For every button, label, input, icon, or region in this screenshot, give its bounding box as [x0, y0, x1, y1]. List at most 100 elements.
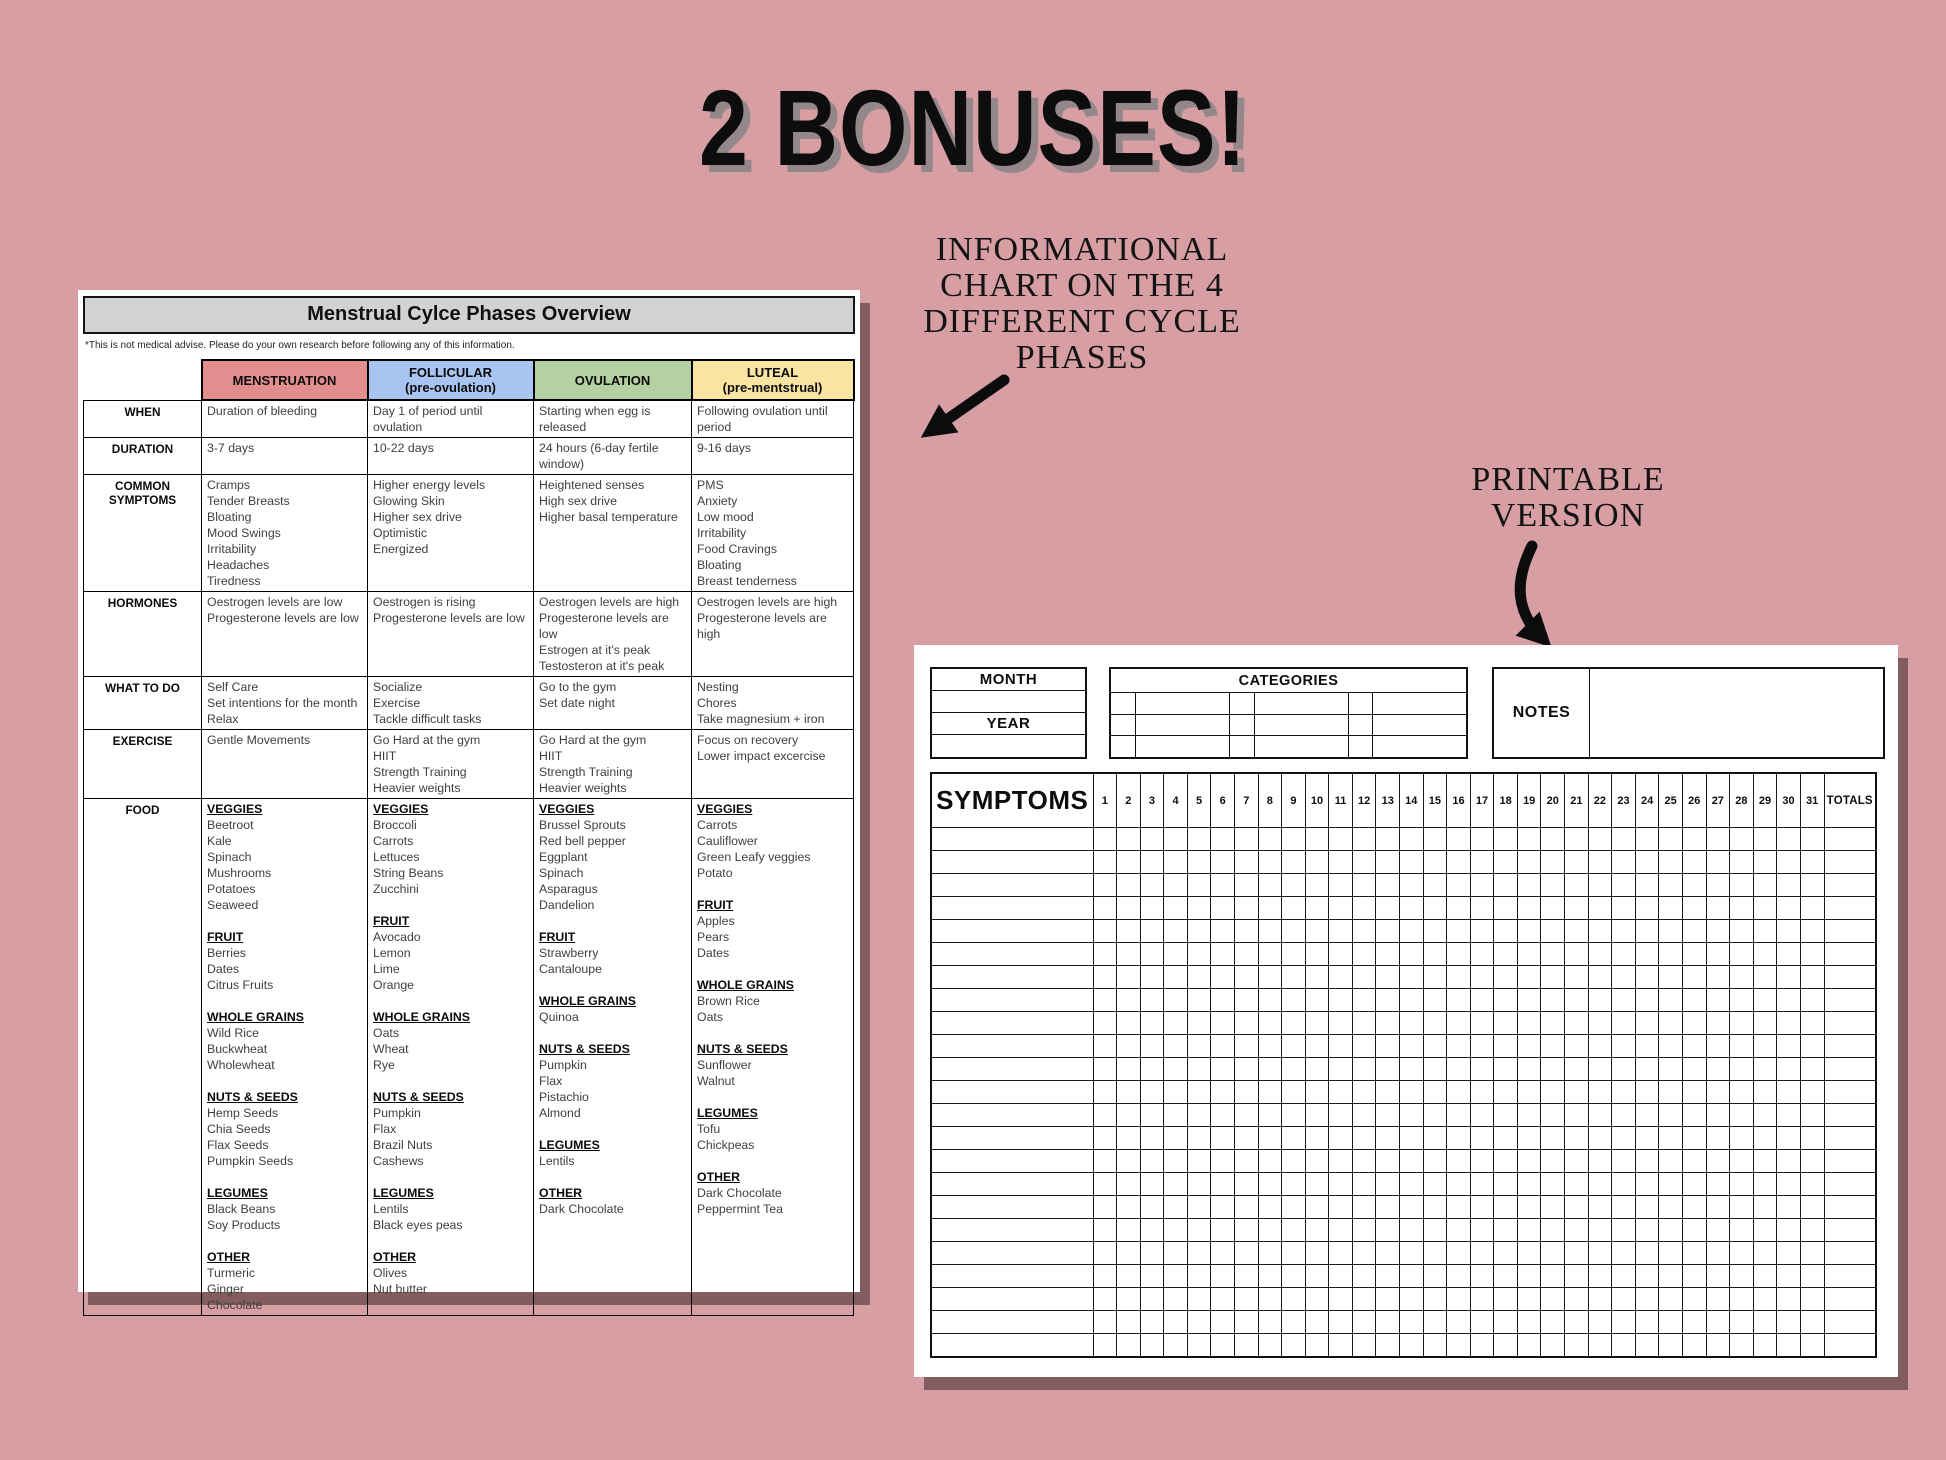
row-label-cell: COMMON SYMPTOMS [83, 474, 202, 592]
symptom-day-cell [1116, 1264, 1141, 1288]
symptom-day-cell [1092, 988, 1118, 1012]
symptom-day-cell [1186, 1218, 1212, 1242]
cell-line: Starting when egg is released [539, 404, 651, 434]
symptom-day-cell [1799, 942, 1825, 966]
line-gap [207, 913, 362, 929]
symptom-day-cell [1375, 1103, 1401, 1127]
symptom-day-cell [1658, 988, 1683, 1012]
symptom-day-cell [1729, 896, 1754, 920]
symptom-day-cell [1139, 1080, 1165, 1104]
symptom-day-cell [1799, 1264, 1825, 1288]
phase-cell: VEGGIES Carrots Cauliflower Green Leafy veg… [691, 798, 854, 1316]
symptom-day-cell [1281, 1011, 1306, 1035]
symptom-name-cell [930, 1310, 1094, 1334]
symptom-table-body: SYMPTOMS 1 2 3 4 5 6 7 8 9 10 11 12 13 14 15 16 17 18 19 20 2… [930, 772, 1877, 1358]
symptom-day-cell [1587, 1195, 1613, 1219]
symptom-row [930, 1310, 1877, 1334]
cell-line: Focus on recovery [697, 733, 799, 747]
symptom-day-cell [1587, 1310, 1613, 1334]
categories-box: CATEGORIES [1109, 667, 1468, 759]
symptom-day-cell [1422, 988, 1448, 1012]
symptom-day-cell [1658, 1011, 1683, 1035]
cell-line: Dark Chocolate [697, 1186, 782, 1200]
symptom-day-cell [1469, 1103, 1495, 1127]
symptom-day-cell [1681, 827, 1707, 851]
cell-line: Progesterone levels are high [697, 611, 827, 641]
symptom-name-cell [930, 1333, 1094, 1358]
symptom-day-cell [1799, 850, 1825, 874]
symptom-day-cell [1469, 965, 1495, 989]
phase-cell: Heightened senses High sex drive Higher ba… [533, 474, 692, 592]
category-name-cell [1254, 713, 1348, 736]
symptom-day-cell [1681, 919, 1707, 943]
symptom-day-cell [1186, 1310, 1212, 1334]
phase-cell: Higher energy levels Glowing Skin Higher s… [367, 474, 534, 592]
symptom-day-cell [1658, 896, 1683, 920]
symptom-day-cell [1186, 1057, 1212, 1081]
symptom-day-cell [1257, 1287, 1283, 1311]
symptom-day-cell [1729, 1149, 1754, 1173]
symptom-day-cell [1681, 1126, 1707, 1150]
cell-line: Flax [539, 1074, 563, 1088]
symptom-day-cell [1776, 1287, 1801, 1311]
symptom-day-cell [1422, 850, 1448, 874]
phase-cell: 3-7 days [201, 437, 368, 475]
symptom-day-cell [1564, 942, 1589, 966]
symptom-day-cell [1328, 1172, 1353, 1196]
cell-line: Testosteron at it's peak [539, 659, 665, 673]
symptom-day-cell [1163, 1172, 1188, 1196]
symptom-day-cell [1799, 1333, 1825, 1358]
phase-cell: Go to the gym Set date night [533, 676, 692, 730]
symptom-row [930, 1195, 1877, 1219]
symptom-day-cell [1257, 896, 1283, 920]
symptom-day-cell [1658, 1126, 1683, 1150]
symptom-day-cell [1163, 896, 1188, 920]
symptom-day-cell [1186, 1149, 1212, 1173]
arrow-to-tracker-icon [1514, 540, 1552, 648]
cell-line: Higher energy levels [373, 478, 486, 492]
symptom-day-cell [1281, 1126, 1306, 1150]
symptom-day-cell [1328, 965, 1353, 989]
symptom-day-cell [1304, 827, 1330, 851]
symptom-day-cell [1776, 896, 1801, 920]
symptom-day-cell [1399, 919, 1424, 943]
phase-row: WHEN Duration of bleeding Day 1 of period … [83, 399, 854, 438]
symptom-day-cell [1611, 1172, 1636, 1196]
day-header-cell: 23 [1611, 772, 1636, 828]
symptom-day-cell [1233, 1241, 1259, 1265]
cell-line: Red bell pepper [539, 834, 626, 848]
symptom-day-cell [1705, 1034, 1731, 1058]
symptom-day-cell [1375, 1333, 1401, 1358]
symptom-day-cell [1658, 965, 1683, 989]
cell-line: Lentils [373, 1202, 409, 1216]
day-header-cell: 17 [1469, 772, 1495, 828]
symptom-day-cell [1304, 873, 1330, 897]
symptom-day-cell [1799, 1195, 1825, 1219]
line-gap [373, 1073, 528, 1089]
symptom-day-cell [1564, 1011, 1589, 1035]
row-label-cell: HORMONES [83, 591, 202, 677]
symptom-day-cell [1516, 1310, 1542, 1334]
symptom-day-cell [1611, 1287, 1636, 1311]
symptom-day-cell [1658, 1195, 1683, 1219]
cell-line: Progesterone levels are low [539, 611, 669, 641]
symptom-day-cell [1116, 1011, 1141, 1035]
symptom-day-cell [1469, 1126, 1495, 1150]
symptom-day-cell [1564, 1103, 1589, 1127]
symptom-day-cell [1116, 1218, 1141, 1242]
symptom-day-cell [1186, 1011, 1212, 1035]
symptom-day-cell [1422, 1241, 1448, 1265]
symptom-name-cell [930, 1149, 1094, 1173]
categories-grid [1111, 692, 1466, 757]
symptom-day-cell [1799, 1011, 1825, 1035]
category-check-cell [1229, 713, 1254, 736]
symptom-day-cell [1210, 1241, 1235, 1265]
symptom-day-cell [1233, 1172, 1259, 1196]
cell-line: Socialize [373, 680, 423, 694]
symptom-day-cell [1422, 1287, 1448, 1311]
symptom-day-cell [1681, 1034, 1707, 1058]
symptom-day-cell [1729, 1126, 1754, 1150]
line-gap [697, 1153, 848, 1169]
symptom-day-cell [1540, 896, 1566, 920]
month-label: MONTH [932, 669, 1085, 691]
